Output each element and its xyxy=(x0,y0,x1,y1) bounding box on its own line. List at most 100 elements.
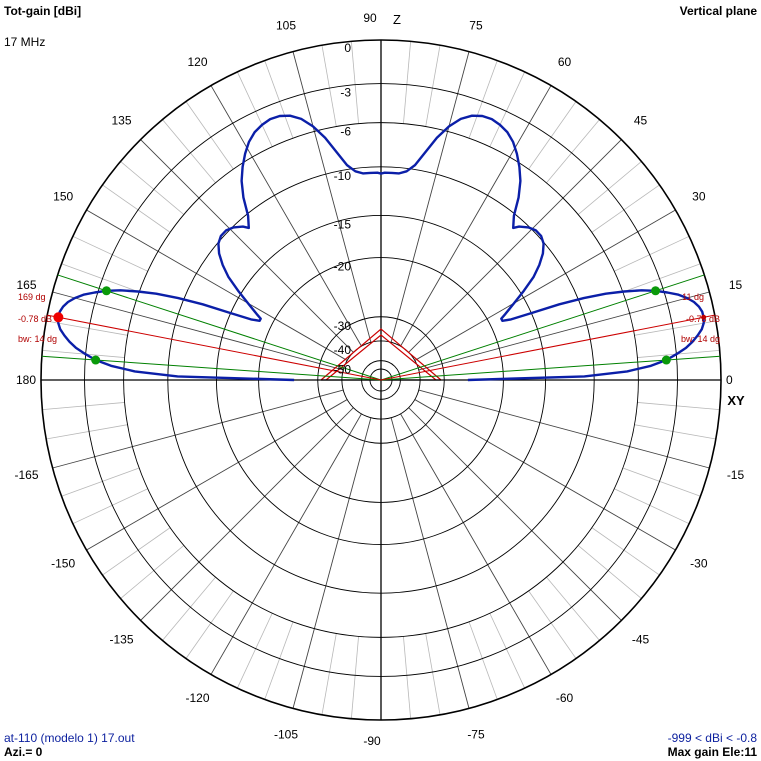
radial-line xyxy=(390,51,470,343)
fine-radial-line xyxy=(489,613,526,689)
fine-radial-line xyxy=(46,320,128,336)
angle-label: -105 xyxy=(274,727,298,741)
fine-radial-line xyxy=(403,636,412,719)
fine-radial-line xyxy=(591,527,660,576)
fine-radial-line xyxy=(468,621,498,700)
gain-ring xyxy=(215,214,547,546)
max-gain-line xyxy=(380,314,715,381)
angle-label: -90 xyxy=(363,734,381,748)
fine-radial-line xyxy=(236,71,273,147)
radial-line xyxy=(140,139,354,353)
ring-label: -15 xyxy=(334,217,352,231)
gain-ring xyxy=(123,122,639,638)
max-gain-point xyxy=(53,312,64,323)
zenith-axis-label: Z xyxy=(393,12,401,27)
max-gain-value-right-label: -0.78 dB xyxy=(686,314,720,324)
fine-radial-line xyxy=(403,41,412,124)
chart-labels: 0 -3 -6 -10 -15 -20 -30 -40 -50 0 15 30 45 60 75 90 105 1… xyxy=(14,11,745,748)
radial-line xyxy=(140,407,354,621)
fine-radial-line xyxy=(528,590,577,659)
angle-label: -120 xyxy=(185,691,209,705)
radial-line xyxy=(292,51,372,343)
angle-label: -165 xyxy=(14,468,38,482)
fine-radial-line xyxy=(72,235,148,272)
polar-grid xyxy=(40,39,722,721)
fine-radial-line xyxy=(350,41,359,124)
radial-line xyxy=(52,389,344,469)
angle-label: 75 xyxy=(469,19,483,33)
ring-label: -10 xyxy=(334,169,352,183)
beamwidth-line xyxy=(380,274,705,381)
plane-label: Vertical plane xyxy=(679,4,757,18)
gain-ring xyxy=(40,39,722,721)
fine-radial-line xyxy=(577,545,642,599)
fine-radial-line xyxy=(622,263,701,293)
fine-radial-line xyxy=(321,45,337,127)
radial-line xyxy=(52,291,344,371)
angle-label: 120 xyxy=(187,55,207,69)
angle-label: 45 xyxy=(634,113,648,127)
radial-line xyxy=(292,417,372,709)
max-gain-line xyxy=(47,314,382,381)
antenna-marker-inner xyxy=(325,334,437,381)
fine-radial-line xyxy=(546,576,600,641)
fine-radial-line xyxy=(61,467,140,497)
fine-radial-line xyxy=(61,263,140,293)
frequency-label: 17 MHz xyxy=(4,35,46,49)
ring-label: -20 xyxy=(334,260,352,274)
fine-radial-line xyxy=(634,320,716,336)
file-name-label: at-110 (modelo 1) 17.out xyxy=(4,731,135,745)
max-gain-value-left-label: -0.78 dB xyxy=(18,314,52,324)
fine-radial-line xyxy=(546,119,600,184)
radial-line xyxy=(400,85,552,347)
fine-radial-line xyxy=(591,184,660,233)
radiation-pattern xyxy=(53,114,707,382)
angle-label: 0 xyxy=(726,373,733,387)
radial-line xyxy=(414,209,676,361)
fine-radial-line xyxy=(185,101,234,170)
angle-label: -150 xyxy=(51,557,75,571)
angle-label: 105 xyxy=(276,19,296,33)
radial-line xyxy=(408,407,622,621)
radial-line xyxy=(408,139,622,353)
fine-radial-line xyxy=(236,613,273,689)
pattern-curve xyxy=(57,114,705,382)
fine-radial-line xyxy=(637,402,720,411)
max-gain-elevation-label: Max gain Ele:11 xyxy=(667,745,757,759)
angle-label: 180 xyxy=(16,373,36,387)
fine-radial-line xyxy=(634,424,716,440)
radial-line xyxy=(210,85,362,347)
beamwidth-line xyxy=(57,274,382,381)
gain-ring xyxy=(167,166,595,594)
fine-radial-line xyxy=(162,576,216,641)
radial-line xyxy=(414,399,676,551)
angle-label: -45 xyxy=(632,633,650,647)
max-gain-angle-right-label: 11 dg xyxy=(682,292,704,302)
antenna-marker-outer xyxy=(320,328,442,381)
fine-radial-line xyxy=(425,45,441,127)
fine-radial-line xyxy=(46,424,128,440)
angle-label: -135 xyxy=(109,633,133,647)
fine-radial-line xyxy=(614,235,690,272)
fine-radial-line xyxy=(528,101,577,170)
gain-range-label: -999 < dBi < -0.8 xyxy=(667,731,757,745)
fine-radial-line xyxy=(425,633,441,715)
fine-radial-line xyxy=(185,590,234,659)
radial-line xyxy=(418,389,710,469)
ring-label: 0 xyxy=(344,41,351,55)
radial-line xyxy=(418,291,710,371)
fine-radial-line xyxy=(264,60,294,139)
angle-label: 150 xyxy=(53,190,73,204)
angle-label: -30 xyxy=(690,557,708,571)
beamwidth-point xyxy=(101,286,111,296)
radial-line xyxy=(210,413,362,675)
ring-label: -6 xyxy=(340,125,351,139)
fine-radial-line xyxy=(577,161,642,215)
chart-title: Tot-gain [dBi] xyxy=(4,4,82,18)
angle-label: -60 xyxy=(556,691,574,705)
fine-radial-line xyxy=(42,402,125,411)
angle-label: -15 xyxy=(727,468,745,482)
angle-label: -75 xyxy=(467,727,485,741)
fine-radial-line xyxy=(468,60,498,139)
